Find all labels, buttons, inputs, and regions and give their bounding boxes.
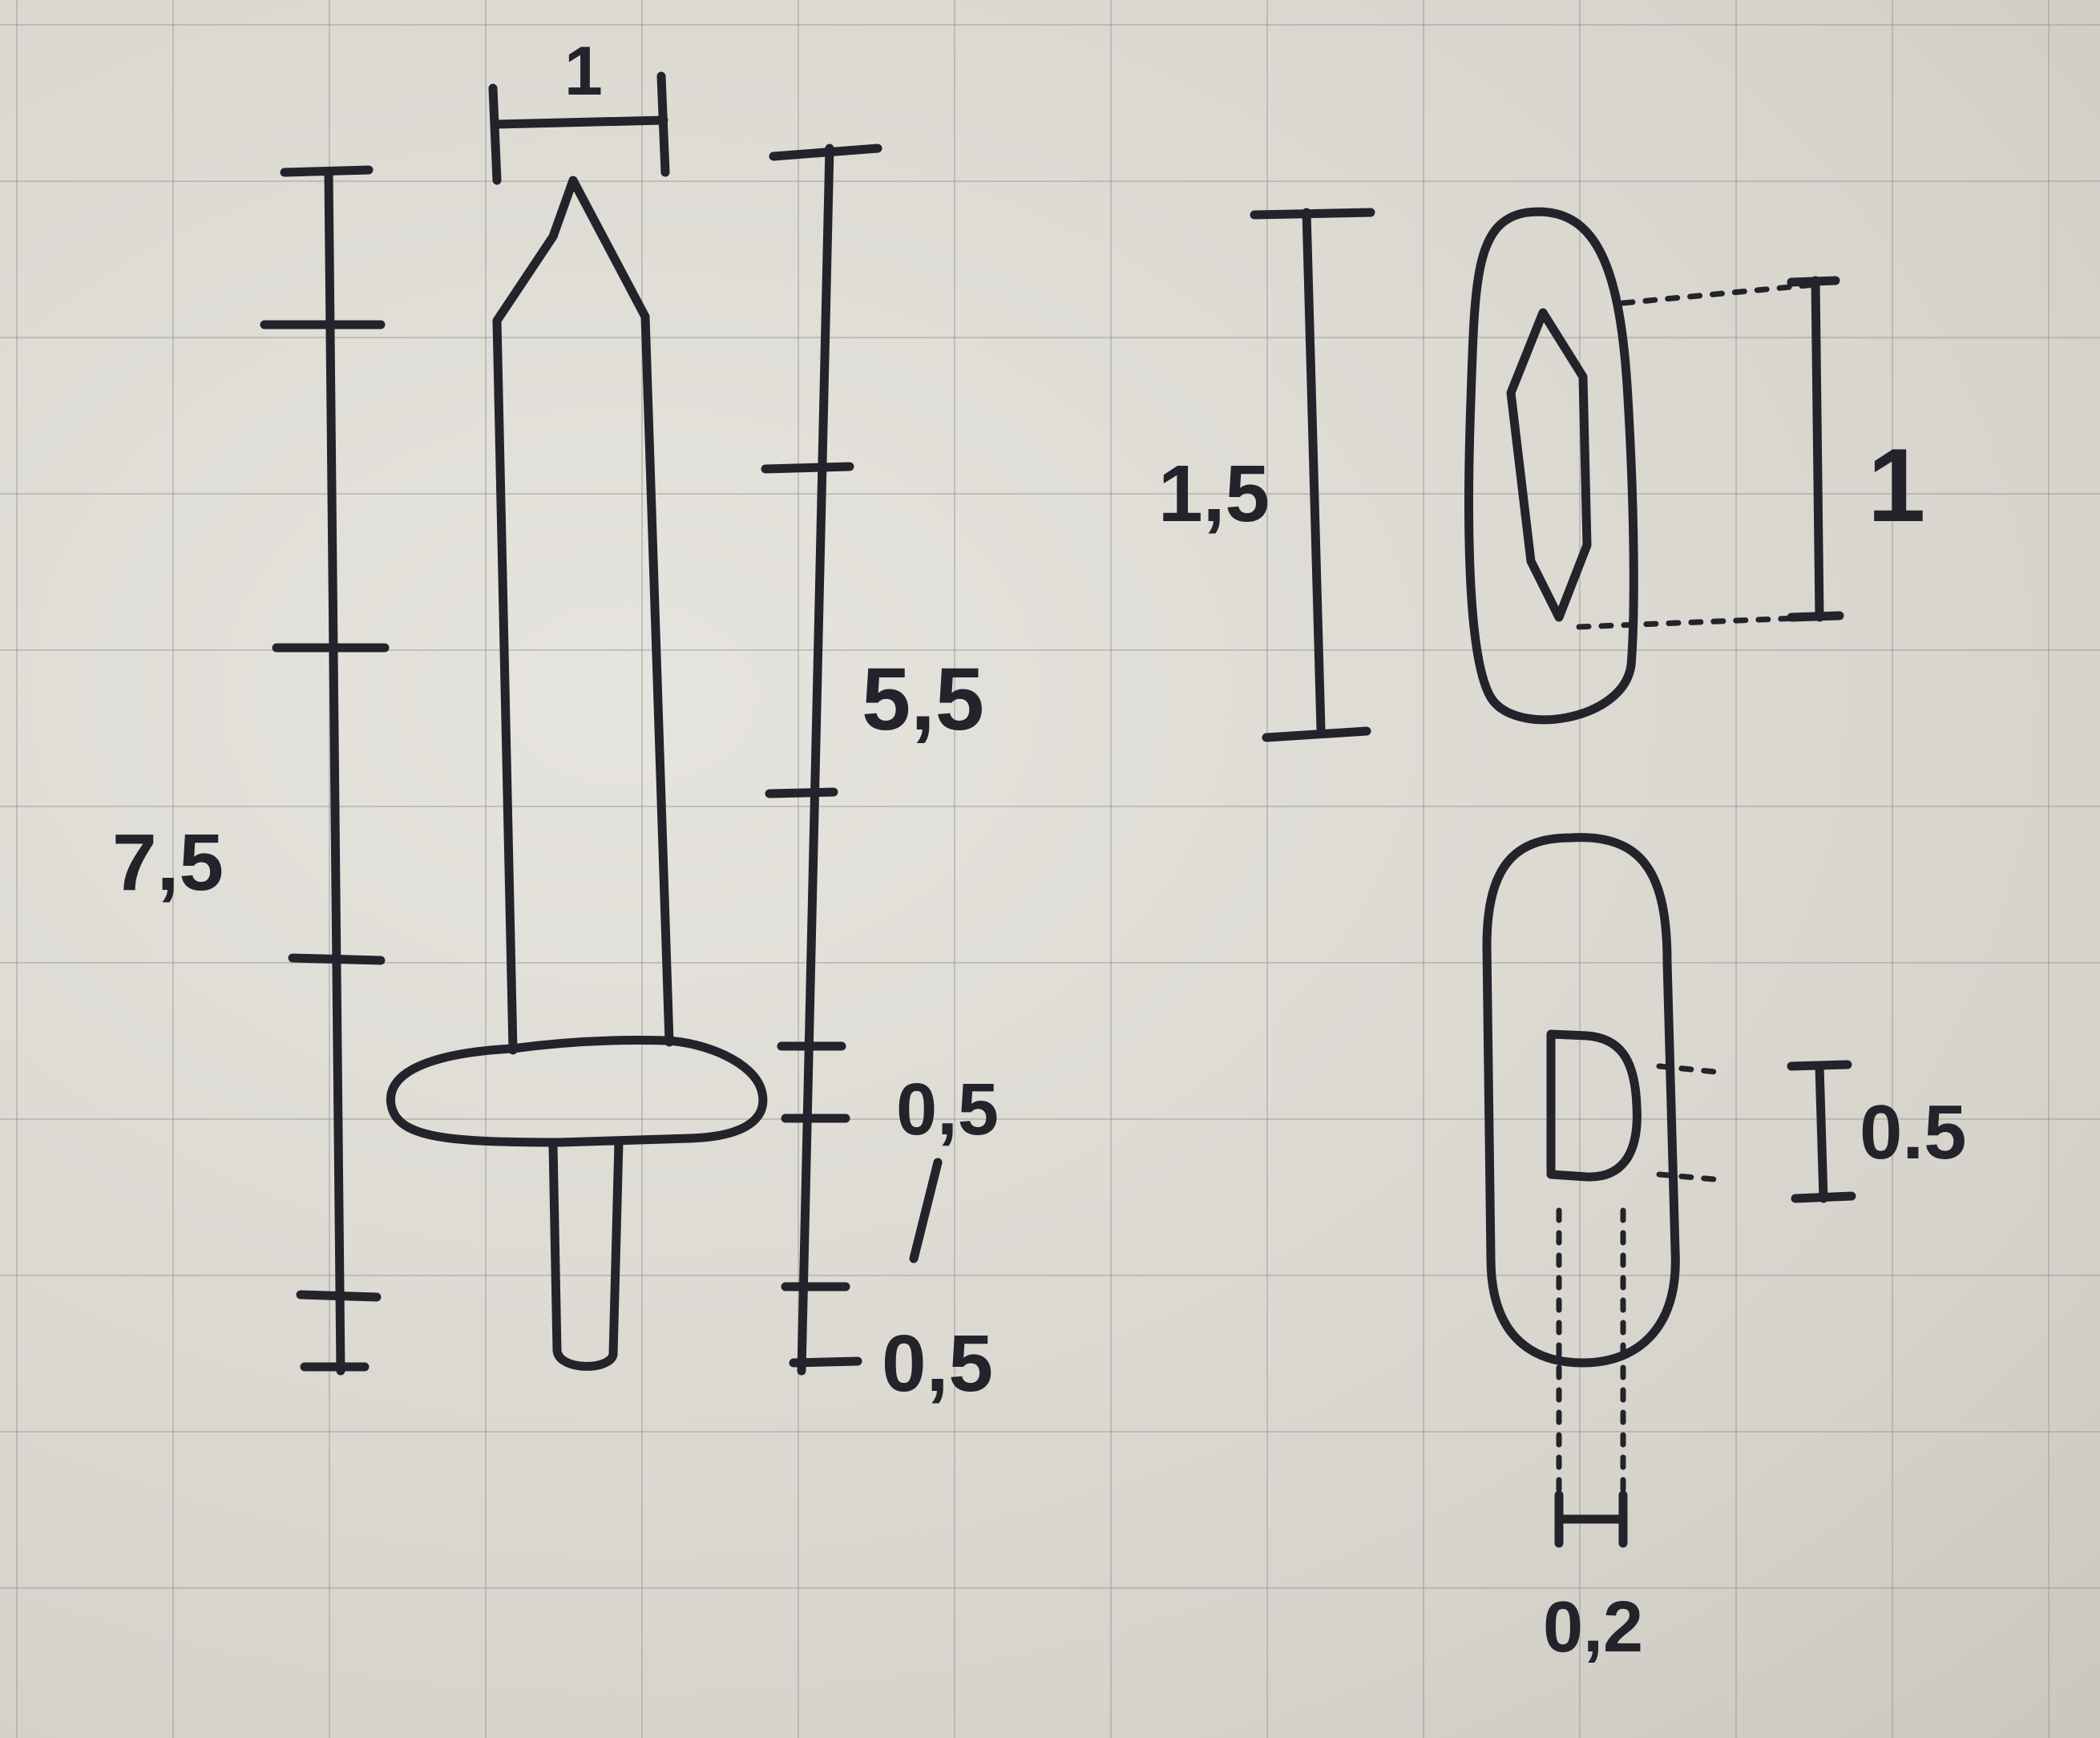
grip-outline — [548, 1138, 624, 1371]
slot-d-outline — [1546, 1029, 1642, 1182]
blade-length-label: 5,5 — [862, 650, 984, 749]
blade-width-dimension — [488, 71, 670, 185]
slot-width-dimension — [1554, 1490, 1628, 1548]
sword-side-view: 1 7,5 5,5 0,5 — [112, 33, 999, 1409]
slot-height-dimension — [1787, 1060, 1856, 1203]
projection-line-slot-top — [1656, 1063, 1726, 1076]
total-length-label: 7,5 — [112, 818, 224, 907]
guard-thickness-label: 0,5 — [896, 1069, 999, 1150]
hole-height-label: 1 — [1868, 426, 1925, 544]
outer-height-label: 1,5 — [1158, 449, 1270, 539]
projection-line-bottom — [1576, 614, 1823, 630]
slot-height-label: 0.5 — [1860, 1089, 1966, 1175]
guard-front-outline — [1464, 207, 1638, 725]
slot-width-label: 0,2 — [1543, 1587, 1643, 1667]
guard-front-view: 1 1,5 — [1158, 207, 1925, 742]
total-length-dimension — [260, 165, 390, 1376]
projection-line-slot-bottom — [1656, 1171, 1726, 1183]
guard-side-outline — [1482, 833, 1680, 1368]
blade-length-dimension — [761, 143, 882, 1376]
pommel-length-label: 0,5 — [882, 1319, 993, 1409]
blade-width-label: 1 — [564, 33, 603, 110]
projection-line-top — [1620, 281, 1819, 306]
blade-outline — [492, 176, 674, 1055]
hole-height-dimension — [1787, 276, 1844, 622]
crossguard-outline — [386, 1036, 768, 1147]
grip-length-mark — [909, 1158, 943, 1263]
grip-length-label: 1 — [910, 1250, 911, 1251]
guard-side-view: 0.5 0,2 — [1482, 833, 1966, 1667]
outer-height-dimension — [1250, 208, 1375, 742]
guard-hole-outline — [1506, 308, 1592, 622]
